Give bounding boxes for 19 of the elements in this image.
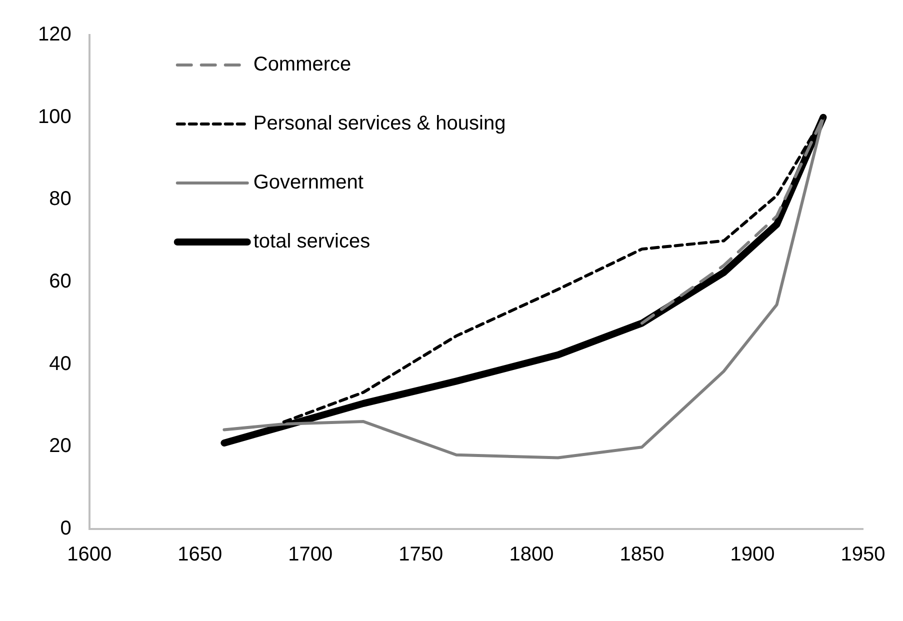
x-tick-label: 1900 xyxy=(730,544,775,566)
legend-label: Government xyxy=(253,172,364,194)
legend-label: Personal services & housing xyxy=(253,112,506,135)
y-tick-label: 80 xyxy=(49,188,72,210)
y-tick-label: 40 xyxy=(49,352,72,375)
x-tick-label: 1850 xyxy=(620,544,664,566)
y-tick-label: 0 xyxy=(60,518,72,540)
y-tick-label: 100 xyxy=(38,106,72,128)
y-tick-label: 60 xyxy=(49,270,72,293)
legend-label: Commerce xyxy=(253,54,352,76)
x-tick-label: 1750 xyxy=(398,544,444,566)
legend-label: total services xyxy=(253,230,370,253)
x-tick-label: 1650 xyxy=(178,544,222,566)
x-tick-label: 1700 xyxy=(288,544,333,566)
x-tick-label: 1600 xyxy=(67,544,112,566)
x-tick-label: 1950 xyxy=(840,544,886,566)
y-tick-label: 120 xyxy=(38,24,72,46)
y-tick-label: 20 xyxy=(49,435,72,458)
x-tick-label: 1800 xyxy=(509,544,554,566)
